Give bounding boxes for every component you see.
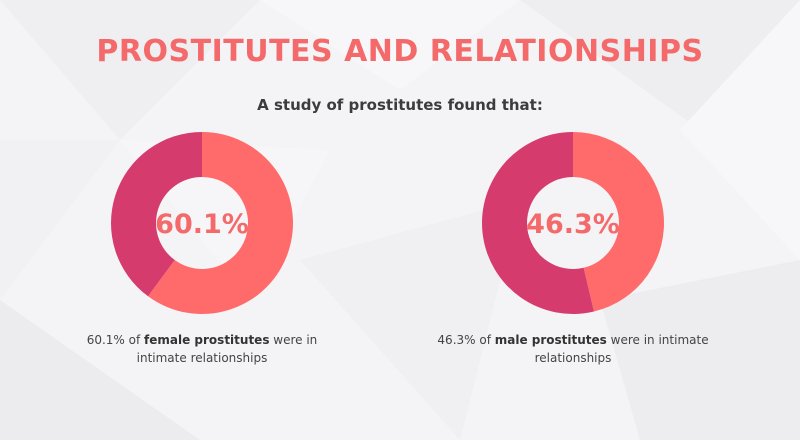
donut-slice-other xyxy=(110,132,202,297)
caption-male: 46.3% of male prostitutes were in intima… xyxy=(433,331,713,367)
caption-male-pre: 46.3% of xyxy=(437,333,495,347)
donut-slice-other xyxy=(482,132,594,314)
donut-center-label: 46.3% xyxy=(526,209,620,240)
page-subtitle: A study of prostitutes found that: xyxy=(257,96,543,114)
caption-male-post: were in intimate relationships xyxy=(534,333,709,365)
donut-chart-female: 60.1% xyxy=(110,132,293,314)
caption-male-bold: male prostitutes xyxy=(494,333,607,347)
caption-female: 60.1% of female prostitutes were in inti… xyxy=(62,331,342,367)
donut-slice-relationships xyxy=(573,132,665,312)
donut-chart-male: 46.3% xyxy=(482,132,665,314)
page-title: PROSTITUTES AND RELATIONSHIPS xyxy=(96,34,704,69)
donut-center-label: 60.1% xyxy=(155,209,249,240)
caption-female-post: were in intimate relationships xyxy=(136,333,318,365)
caption-female-pre: 60.1% of xyxy=(86,333,145,347)
caption-female-bold: female prostitutes xyxy=(144,333,270,347)
donut-slice-relationships xyxy=(148,132,293,314)
